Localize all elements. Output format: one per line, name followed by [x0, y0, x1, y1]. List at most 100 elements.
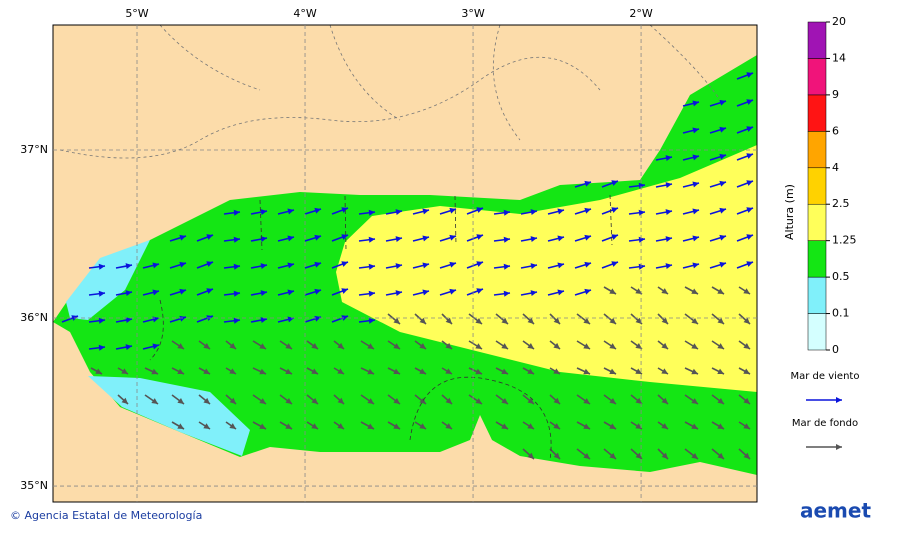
lat-tick-label: 35°N	[20, 479, 48, 492]
swell-arrow-head	[583, 423, 590, 429]
colorbar-bin	[807, 313, 827, 351]
colorbar-bin	[807, 240, 827, 278]
wind-sea-arrow-head	[233, 263, 240, 270]
swell-arrow-head	[583, 317, 590, 324]
wind-sea-arrow-head	[314, 261, 321, 268]
wind-sea-arrow-head	[98, 344, 105, 351]
wind-sea-arrow-head	[530, 290, 537, 297]
wind-sea-arrow-head	[395, 263, 402, 270]
colorbar-bin	[807, 131, 827, 169]
swell-arrow-head	[311, 423, 318, 429]
swell-arrow-head	[609, 423, 616, 429]
colorbar-tick-label: 0	[832, 343, 839, 356]
swell-arrow-head	[635, 288, 642, 294]
wind-sea-arrow-head	[611, 207, 618, 213]
wind-sea-arrow-head	[98, 290, 105, 297]
swell-arrow-head	[661, 423, 668, 429]
swell-arrow-head	[203, 397, 210, 404]
swell-arrow-head	[743, 423, 750, 429]
swell-arrow-head	[743, 397, 750, 404]
wind-sea-arrow-head	[260, 209, 267, 216]
swell-arrow-head	[177, 343, 184, 349]
colorbar-bin	[807, 94, 827, 132]
wind-sea-arrow-head	[584, 180, 591, 187]
wind-sea-arrow-head	[314, 315, 321, 322]
swell-arrow-head	[285, 343, 292, 349]
swell-arrow-head	[259, 368, 266, 375]
swell-arrow-head	[553, 317, 560, 324]
wind-sea-arrow-head	[584, 261, 591, 268]
swell-arrow-head	[419, 317, 426, 324]
swell-arrow-head	[311, 368, 318, 374]
swell-arrow-head	[475, 398, 482, 404]
swell-arrow-head	[445, 317, 452, 324]
swell-arrow-head	[419, 368, 426, 374]
swell-arrow-head	[367, 398, 374, 404]
swell-arrow-head	[553, 397, 560, 404]
wind-sea-arrow-head	[368, 236, 375, 243]
wind-sea-arrow-head	[746, 99, 753, 105]
map-frame	[52, 24, 758, 503]
swell-arrow-head	[475, 343, 482, 349]
wind-sea-arrow-head	[719, 207, 726, 214]
wind-sea-arrow-head	[287, 289, 294, 296]
wind-sea-arrow-head	[584, 234, 591, 241]
wind-sea-arrow-head	[98, 317, 105, 324]
borders	[59, 25, 721, 159]
wind-sea-arrow-head	[476, 207, 483, 213]
swell-arrow-head	[419, 397, 426, 404]
legend-arrow-head	[836, 444, 842, 450]
swell-arrow-head	[475, 368, 482, 375]
swell-arrow-head	[229, 342, 236, 349]
wind-sea-arrow-head	[611, 234, 618, 240]
wind-sea-arrow-head	[638, 236, 645, 243]
swell-arrow-head	[229, 397, 236, 404]
swell-arrow-head	[691, 317, 698, 324]
swell-arrow-head	[177, 423, 184, 429]
swell-arrow-head	[635, 368, 642, 374]
swell-arrow-head	[367, 368, 374, 375]
wind-sea-arrow-head	[422, 289, 429, 296]
swell-arrow-head	[229, 423, 236, 429]
swell-arrow-head	[203, 343, 210, 349]
colorbar-bin	[807, 167, 827, 205]
swell-arrow-head	[527, 317, 534, 324]
wind-sea-arrow-head	[503, 209, 510, 216]
swell-arrow-head	[445, 423, 452, 429]
wind-sea-arrow-head	[719, 126, 726, 133]
swell-arrow-head	[203, 368, 210, 374]
wind-sea-arrow-head	[422, 262, 429, 269]
wind-sea-arrow-head	[638, 182, 645, 189]
colorbar-tick-label: 6	[832, 124, 839, 137]
wind-sea-arrow-head	[287, 235, 294, 242]
swell-arrow-head	[393, 343, 400, 349]
wind-sea-arrow-head	[746, 126, 753, 132]
wind-sea-arrow-head	[746, 153, 753, 159]
lon-tick-label: 5°W	[125, 7, 148, 20]
lat-tick-label: 36°N	[20, 311, 48, 324]
lon-tick-label: 3°W	[461, 7, 484, 20]
swell-arrow-head	[121, 368, 128, 374]
wind-sea-arrow-head	[233, 317, 240, 324]
colorbar-tick-label: 2.5	[832, 197, 850, 210]
swell-arrow-head	[691, 343, 698, 349]
swell-arrow-head	[583, 368, 590, 375]
swell-low-zone-south	[88, 376, 250, 456]
swell-arrow-head	[501, 398, 508, 404]
swell-arrow-head	[661, 397, 668, 404]
swell-arrow-head	[717, 398, 724, 404]
wind-sea-arrow-head	[746, 72, 753, 78]
swell-arrow-head	[583, 452, 590, 459]
wind-sea-arrow-head	[341, 315, 348, 321]
wind-sea-arrow-head	[746, 207, 753, 213]
wind-sea-arrow-head	[530, 263, 537, 270]
swell-arrow-head	[337, 368, 344, 374]
wind-sea-arrow-head	[179, 261, 186, 268]
wind-sea-arrow-head	[98, 263, 105, 270]
swell-arrow-head	[743, 343, 750, 349]
swell-arrow-head	[393, 423, 400, 429]
wind-sea-arrow-head	[449, 234, 456, 241]
wind-sea-arrow-head	[476, 234, 483, 240]
wind-sea-arrow-head	[692, 127, 699, 134]
